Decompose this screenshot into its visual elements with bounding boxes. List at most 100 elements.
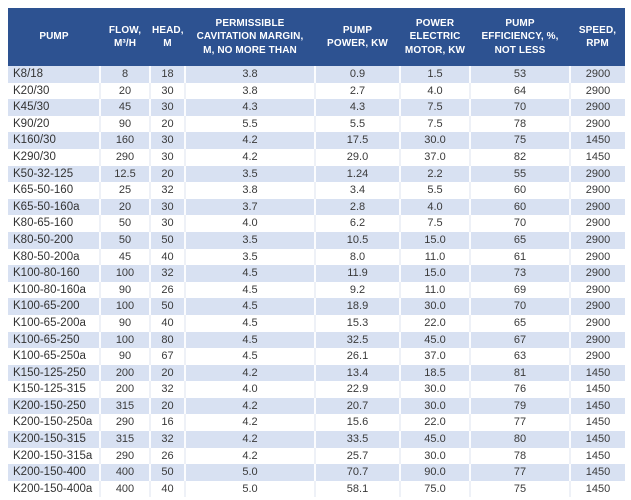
cell-speed: 1450 — [569, 132, 625, 149]
cell-cavitation: 3.5 — [184, 165, 315, 183]
cell-efficiency: 55 — [469, 165, 570, 183]
cell-cavitation: 4.2 — [184, 132, 315, 149]
cell-pump: K50-32-125 — [13, 167, 74, 180]
cell-pump: K20/30 — [13, 84, 50, 97]
cell-flow: 100 — [99, 331, 150, 349]
cell-pump: K45/30 — [13, 101, 50, 114]
cell-cavitation: 4.2 — [184, 447, 315, 465]
cell-flow: 45 — [99, 99, 150, 116]
cell-pump: K80-50-200a — [13, 250, 80, 263]
table-row: K200-150-400a 400 40 5.0 58.1 75.0 75 14… — [8, 480, 625, 498]
cell-cavitation: 3.7 — [184, 198, 315, 216]
cell-pump: K80-65-160 — [13, 217, 74, 230]
cell-pump: K200-150-250a — [13, 416, 93, 429]
table-row: K150-125-315 200 32 4.0 22.9 30.0 76 145… — [8, 381, 625, 398]
cell-speed: 1450 — [569, 414, 625, 432]
cell-cavitation: 5.0 — [184, 480, 315, 498]
cell-pump-power: 10.5 — [314, 231, 400, 249]
cell-cavitation: 4.0 — [184, 215, 315, 232]
cell-efficiency: 67 — [469, 331, 570, 349]
cell-efficiency: 60 — [469, 182, 570, 199]
cell-head: 30 — [149, 215, 185, 232]
cell-motor: 30.0 — [399, 132, 470, 149]
cell-flow: 290 — [99, 447, 150, 465]
table-row: K100-65-250a 90 67 4.5 26.1 37.0 63 2900 — [8, 348, 625, 365]
cell-efficiency: 82 — [469, 148, 570, 166]
cell-head: 32 — [149, 431, 185, 448]
table-row: K100-80-160a 90 26 4.5 9.2 11.0 69 2900 — [8, 281, 625, 299]
table-row: K200-150-400 400 50 5.0 70.7 90.0 77 145… — [8, 464, 625, 481]
cell-motor: 18.5 — [399, 364, 470, 382]
cell-pump: K150-125-315 — [13, 383, 86, 396]
cell-pump: K100-65-200a — [13, 316, 86, 329]
cell-speed: 1450 — [569, 464, 625, 481]
table-row: K200-150-250 315 20 4.2 20.7 30.0 79 145… — [8, 397, 625, 415]
table-row: K80-50-200 50 50 3.5 10.5 15.0 65 2900 — [8, 231, 625, 249]
header-row: PUMP FLOW, M³/H HEAD, M PERMISSIBLE CAVI… — [8, 8, 625, 66]
cell-head: 30 — [149, 198, 185, 216]
cell-motor: 45.0 — [399, 431, 470, 448]
cell-motor: 90.0 — [399, 464, 470, 481]
cell-cavitation: 4.2 — [184, 414, 315, 432]
cell-efficiency: 69 — [469, 281, 570, 299]
table-row: K160/30 160 30 4.2 17.5 30.0 75 1450 — [8, 132, 625, 149]
cell-cavitation: 3.8 — [184, 82, 315, 100]
cell-pump: K200-150-400a — [13, 482, 93, 495]
cell-motor: 30.0 — [399, 298, 470, 315]
cell-head: 20 — [149, 165, 185, 183]
cell-pump: K100-65-250 — [13, 333, 80, 346]
cell-head: 20 — [149, 115, 185, 133]
cell-pump-power: 2.8 — [314, 198, 400, 216]
cell-efficiency: 79 — [469, 397, 570, 415]
cell-pump-power: 70.7 — [314, 464, 400, 481]
table-row: K80-50-200a 45 40 3.5 8.0 11.0 61 2900 — [8, 248, 625, 266]
cell-motor: 30.0 — [399, 447, 470, 465]
cell-flow: 25 — [99, 182, 150, 199]
table-row: K200-150-250a 290 16 4.2 15.6 22.0 77 14… — [8, 414, 625, 432]
cell-cavitation: 4.3 — [184, 99, 315, 116]
cell-pump: K90/20 — [13, 117, 50, 130]
cell-pump-power: 4.3 — [314, 99, 400, 116]
cell-motor: 37.0 — [399, 348, 470, 365]
cell-motor: 22.0 — [399, 414, 470, 432]
cell-head: 20 — [149, 364, 185, 382]
cell-cavitation: 4.5 — [184, 265, 315, 282]
cell-motor: 75.0 — [399, 480, 470, 498]
cell-speed: 1450 — [569, 364, 625, 382]
cell-pump-power: 3.4 — [314, 182, 400, 199]
cell-flow: 20 — [99, 82, 150, 100]
cell-pump: K100-65-200 — [13, 300, 80, 313]
cell-motor: 11.0 — [399, 281, 470, 299]
table-row: K100-65-250 100 80 4.5 32.5 45.0 67 2900 — [8, 331, 625, 349]
cell-cavitation: 5.5 — [184, 115, 315, 133]
cell-flow: 200 — [99, 381, 150, 398]
cell-flow: 45 — [99, 248, 150, 266]
header-cell-speed: SPEED, RPM — [570, 8, 625, 66]
cell-motor: 11.0 — [399, 248, 470, 266]
cell-pump: K8/18 — [13, 68, 44, 80]
header-cell-efficiency: PUMP EFFICIENCY, %, NOT LESS — [470, 8, 570, 66]
cell-speed: 1450 — [569, 397, 625, 415]
cell-speed: 2900 — [569, 82, 625, 100]
cell-head: 67 — [149, 348, 185, 365]
cell-efficiency: 70 — [469, 298, 570, 315]
cell-speed: 2900 — [569, 265, 625, 282]
cell-pump-power: 6.2 — [314, 215, 400, 232]
cell-flow: 400 — [99, 464, 150, 481]
cell-pump: K200-150-315a — [13, 449, 93, 462]
table-row: K100-80-160 100 32 4.5 11.9 15.0 73 2900 — [8, 265, 625, 282]
cell-motor: 15.0 — [399, 231, 470, 249]
cell-pump-power: 17.5 — [314, 132, 400, 149]
cell-pump-power: 18.9 — [314, 298, 400, 315]
cell-head: 40 — [149, 480, 185, 498]
cell-efficiency: 75 — [469, 480, 570, 498]
cell-pump-power: 1.24 — [314, 165, 400, 183]
cell-pump-power: 26.1 — [314, 348, 400, 365]
cell-pump: K160/30 — [13, 134, 56, 147]
cell-head: 50 — [149, 231, 185, 249]
cell-cavitation: 5.0 — [184, 464, 315, 481]
cell-pump-power: 33.5 — [314, 431, 400, 448]
cell-flow: 90 — [99, 115, 150, 133]
cell-flow: 290 — [99, 414, 150, 432]
cell-flow: 90 — [99, 281, 150, 299]
